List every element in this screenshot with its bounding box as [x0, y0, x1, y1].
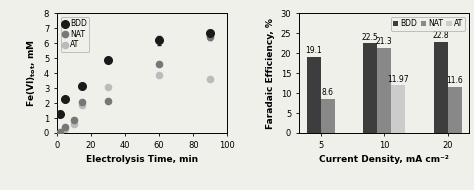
BDD — [63, 98, 68, 101]
BDD — [156, 39, 162, 41]
Text: 19.1: 19.1 — [305, 46, 322, 55]
Bar — [320, 99, 335, 133]
BDD — [57, 112, 63, 115]
Bar — [447, 87, 462, 133]
AT — [63, 128, 68, 130]
X-axis label: Electrolysis Time, min: Electrolysis Time, min — [86, 155, 198, 164]
Text: 11.97: 11.97 — [387, 75, 409, 84]
Text: 22.8: 22.8 — [432, 31, 449, 40]
Legend: BDD, NAT, AT: BDD, NAT, AT — [61, 17, 89, 52]
Bar — [307, 57, 320, 133]
Legend: BDD, NAT, AT: BDD, NAT, AT — [391, 17, 465, 31]
Bar — [377, 48, 391, 133]
BDD — [80, 85, 85, 87]
AT — [208, 78, 213, 80]
BDD — [208, 32, 213, 34]
NAT — [63, 126, 68, 128]
AT — [156, 74, 162, 77]
AT — [80, 103, 85, 106]
AT — [57, 131, 63, 134]
Line: NAT: NAT — [57, 34, 213, 135]
NAT — [156, 63, 162, 65]
Line: BDD: BDD — [56, 29, 214, 117]
AT — [105, 86, 111, 89]
Line: AT: AT — [57, 72, 213, 136]
NAT — [80, 101, 85, 104]
NAT — [208, 36, 213, 38]
Y-axis label: Fe(VI)$_\mathregular{tot}$, mM: Fe(VI)$_\mathregular{tot}$, mM — [26, 39, 38, 107]
NAT — [105, 100, 111, 102]
AT — [71, 123, 77, 125]
Text: 21.3: 21.3 — [376, 37, 392, 46]
NAT — [57, 131, 63, 133]
Text: 11.6: 11.6 — [446, 76, 463, 85]
X-axis label: Current Density, mA cm⁻²: Current Density, mA cm⁻² — [319, 155, 449, 164]
Bar — [363, 43, 377, 133]
Bar — [391, 85, 405, 133]
BDD — [105, 59, 111, 61]
Bar — [434, 42, 447, 133]
Y-axis label: Faradaic Efficiency, %: Faradaic Efficiency, % — [266, 18, 275, 129]
Text: 22.5: 22.5 — [362, 33, 378, 42]
NAT — [71, 118, 77, 121]
Text: 8.6: 8.6 — [321, 88, 334, 97]
